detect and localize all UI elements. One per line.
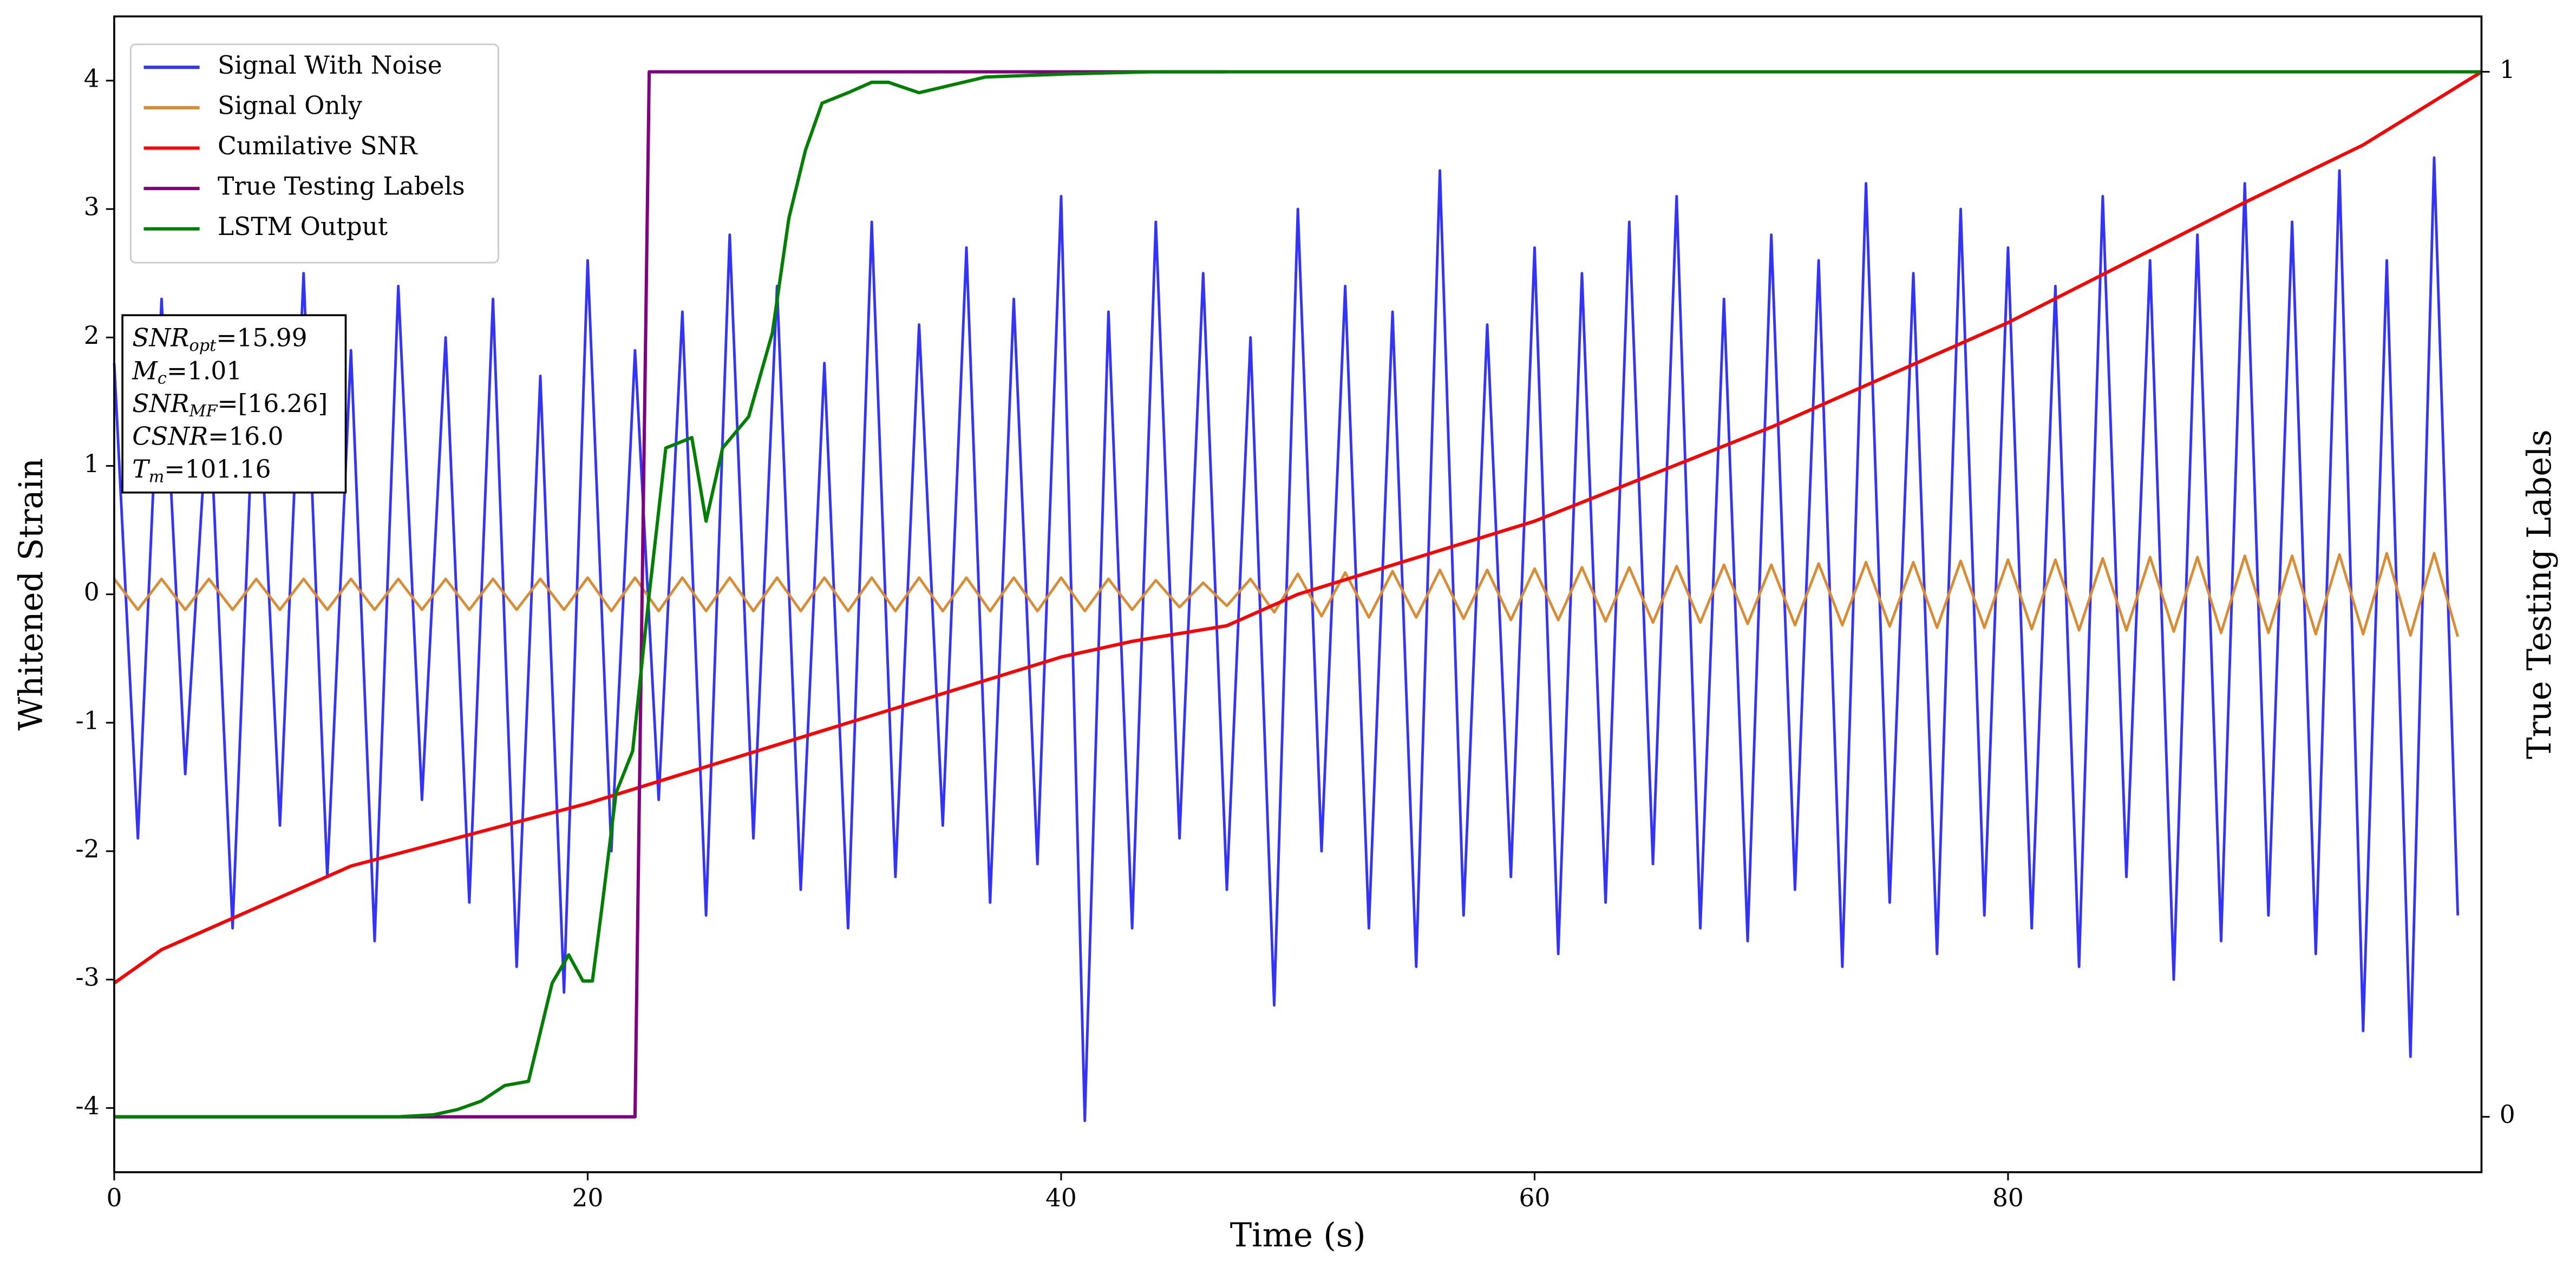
annotation-line: Tm=101.16 <box>132 455 271 487</box>
annotation-value: =15.99 <box>216 323 307 352</box>
y-axis-label: Whitened Strain <box>12 458 50 730</box>
y2-tick-label: 0 <box>2500 1100 2515 1129</box>
y-tick-label: 4 <box>84 64 100 93</box>
series-line <box>114 70 2482 1119</box>
series-line <box>113 70 2483 985</box>
x-tick-label: 40 <box>1045 1184 1077 1212</box>
series-line <box>113 156 2460 1122</box>
annotation-sub: m <box>149 467 165 486</box>
annotation-line: Mc=1.01 <box>132 356 242 388</box>
annotation-var: T <box>132 455 151 484</box>
annotation-value: =16.0 <box>208 422 283 450</box>
legend-label: Signal With Noise <box>218 51 442 80</box>
annotation-line: SNRMF=[16.26] <box>132 389 328 421</box>
series-line <box>113 552 2460 637</box>
annotation-var: SNR <box>132 389 189 417</box>
annotation-sub: MF <box>188 402 218 421</box>
y2-axis-label: True Testing Labels <box>2521 429 2559 759</box>
y-tick-label: -4 <box>75 1092 99 1120</box>
y-tick-label: 2 <box>84 321 100 350</box>
annotation-var: CSNR <box>132 422 208 450</box>
y2-tick-label: 1 <box>2500 55 2515 84</box>
x-tick-label: 0 <box>106 1184 122 1212</box>
legend-label: True Testing Labels <box>218 172 465 201</box>
annotation-var: SNR <box>132 323 189 352</box>
annotation-line: CSNR=16.0 <box>132 422 283 450</box>
annotation-var: M <box>132 356 158 385</box>
y-tick-label: 0 <box>84 578 100 606</box>
annotation-sub: opt <box>189 336 217 355</box>
y-tick-label: 3 <box>84 193 100 221</box>
y-tick-label: -2 <box>75 835 99 864</box>
annotation-value: =[16.26] <box>218 389 328 417</box>
x-tick-label: 80 <box>1992 1184 2024 1212</box>
annotation-value: =1.01 <box>167 356 242 385</box>
x-axis-label: Time (s) <box>1230 1217 1366 1255</box>
y-tick-label: -3 <box>75 963 99 992</box>
legend-label: Cumilative SNR <box>218 132 418 160</box>
y-tick-label: -1 <box>75 706 99 735</box>
annotation-value: =101.16 <box>164 455 271 484</box>
annotation-line: SNRopt=15.99 <box>132 323 307 355</box>
annotation-sub: c <box>158 369 167 388</box>
x-tick-label: 20 <box>572 1184 604 1212</box>
legend-label: LSTM Output <box>218 212 388 241</box>
legend-box <box>129 43 500 264</box>
y-tick-label: 1 <box>84 449 100 478</box>
annotation-box <box>121 314 347 494</box>
legend-label: Signal Only <box>218 91 362 120</box>
x-tick-label: 60 <box>1519 1184 1551 1212</box>
